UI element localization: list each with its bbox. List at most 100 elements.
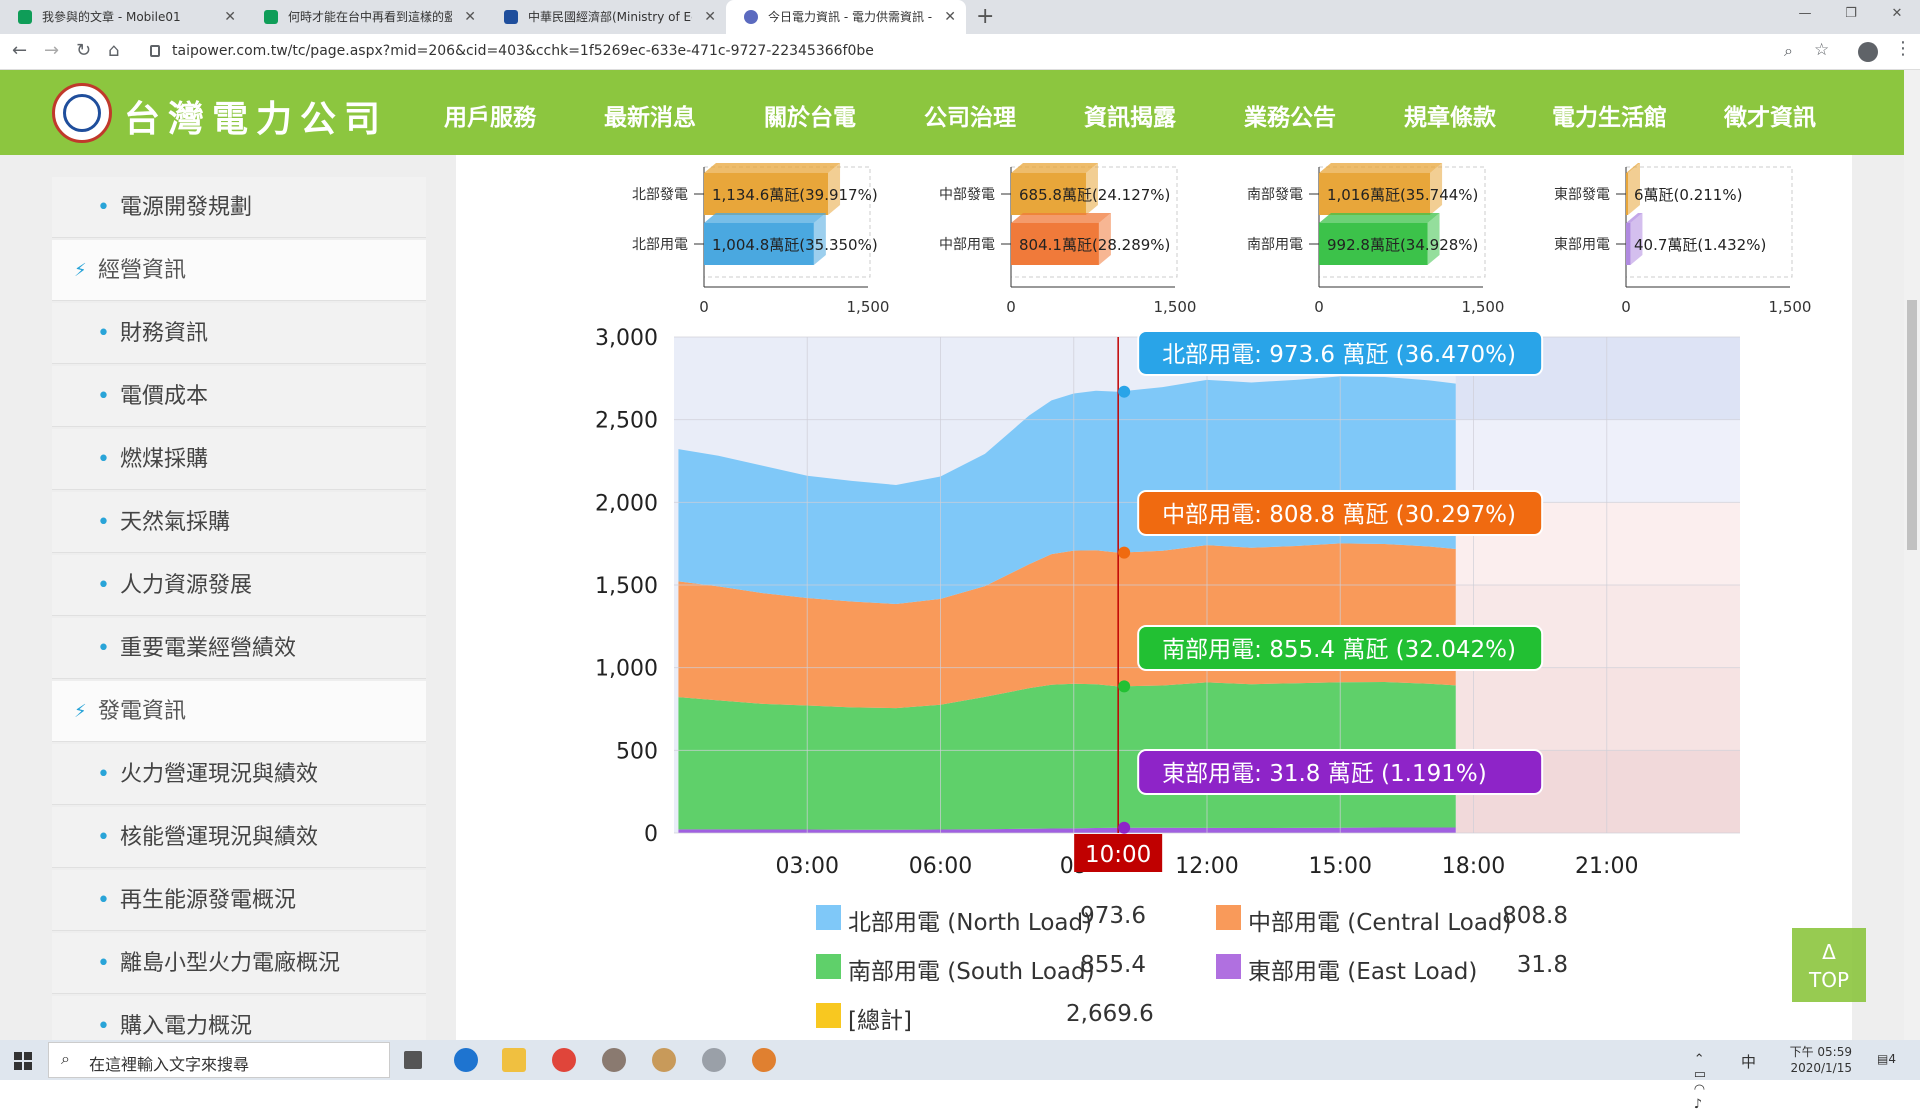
bar-category-label: 中部用電 <box>939 237 995 253</box>
tooltip-dot <box>1118 385 1131 398</box>
bar-data-label: 992.8萬瓩(34.928%) <box>1327 236 1478 254</box>
bar-category-label: 南部用電 <box>1247 237 1303 253</box>
bar-3d-top <box>1011 213 1111 223</box>
back-to-top-button[interactable]: Δ TOP <box>1792 928 1866 1002</box>
sidebar-item-label: 發電資訊 <box>98 699 187 724</box>
sidebar-item-gas[interactable]: 天然氣採購 <box>52 492 426 553</box>
nav-customer-service[interactable]: 用戶服務 <box>444 105 536 131</box>
legend-item-north[interactable]: 北部用電 (North Load) 973.6 <box>816 903 1216 936</box>
close-icon[interactable]: ✕ <box>464 9 476 25</box>
app-icon[interactable] <box>602 1048 626 1072</box>
zoom-icon[interactable]: ⌕ <box>1784 41 1793 60</box>
sidebar-item-tariff-cost[interactable]: 電價成本 <box>52 366 426 427</box>
bar-3d-top <box>1011 163 1098 173</box>
logo-text[interactable]: 台灣電力公司 <box>124 98 389 140</box>
sidebar-category-business[interactable]: ⚡ 經營資訊 <box>52 240 426 301</box>
window-controls: — ❐ ✕ <box>1782 0 1920 30</box>
nav-governance[interactable]: 公司治理 <box>924 105 1016 131</box>
legend-value: 855.4 <box>1080 952 1146 978</box>
legend-item-east[interactable]: 東部用電 (East Load) 31.8 <box>1216 952 1616 985</box>
sidebar-item-power-development[interactable]: 電源開發規劃 <box>52 177 426 238</box>
close-window-button[interactable]: ✕ <box>1891 6 1903 21</box>
nav-news[interactable]: 最新消息 <box>604 105 696 131</box>
sidebar-item-performance[interactable]: 重要電業經營績效 <box>52 618 426 679</box>
sidebar-item-nuclear[interactable]: 核能營運現況與績效 <box>52 807 426 868</box>
url-field[interactable]: taipower.com.tw/tc/page.aspx?mid=206&cid… <box>172 43 874 59</box>
sidebar-category-generation[interactable]: ⚡ 發電資訊 <box>52 681 426 742</box>
browser-tab[interactable]: 何時才能在台中再看到這樣的藍天 ✕ <box>246 0 486 34</box>
back-icon[interactable]: ← <box>12 40 28 61</box>
clock[interactable]: 下午 05:59 2020/1/15 <box>1790 1044 1852 1076</box>
x-tick-label: 12:00 <box>1175 854 1238 879</box>
close-icon[interactable]: ✕ <box>224 9 236 25</box>
browser-tab-active[interactable]: 今日電力資訊 - 電力供需資訊 - 台 ✕ <box>726 0 966 34</box>
bar-tick-label: 1,500 <box>847 298 890 316</box>
tooltip-box <box>1137 490 1544 536</box>
sidebar-item-hr[interactable]: 人力資源發展 <box>52 555 426 616</box>
menu-icon[interactable]: ⋮ <box>1894 38 1912 59</box>
minimize-button[interactable]: — <box>1798 6 1812 21</box>
notification-icon[interactable]: ▤4 <box>1877 1052 1896 1066</box>
chrome-icon[interactable] <box>552 1048 576 1072</box>
sidebar: 電源開發規劃 ⚡ 經營資訊 財務資訊 電價成本 燃煤採購 天然氣採購 人力資源發展… <box>52 155 426 1040</box>
x-tick-label: 21:00 <box>1575 854 1638 879</box>
tray-icons[interactable]: ⌃ ▭ ◠ ♪ <box>1693 1052 1707 1112</box>
nav-disclosure[interactable]: 資訊揭露 <box>1084 105 1176 131</box>
profile-icon[interactable] <box>1858 42 1878 62</box>
page-scrollbar[interactable] <box>1904 70 1920 1040</box>
bar-tick-label: 0 <box>1314 298 1324 316</box>
moea-icon <box>504 10 518 24</box>
bar-chart-frame <box>1625 166 1793 278</box>
tooltip-box <box>1137 625 1544 671</box>
home-icon[interactable]: ⌂ <box>108 40 120 61</box>
browser-tab[interactable]: 中華民國經濟部(Ministry of Eco ✕ <box>486 0 726 34</box>
edge-icon[interactable] <box>454 1048 478 1072</box>
nav-announcements[interactable]: 業務公告 <box>1244 105 1336 131</box>
area-series <box>678 376 1456 605</box>
sidebar-item-finance[interactable]: 財務資訊 <box>52 303 426 364</box>
task-view-icon[interactable] <box>404 1051 422 1069</box>
maximize-button[interactable]: ❐ <box>1845 6 1857 21</box>
nav-careers[interactable]: 徵才資訊 <box>1724 105 1816 131</box>
app-icon[interactable] <box>652 1048 676 1072</box>
browser-tab[interactable]: 我參與的文章 - Mobile01 ✕ <box>0 0 246 34</box>
taipower-logo[interactable] <box>52 83 112 143</box>
legend-item-central[interactable]: 中部用電 (Central Load) 808.8 <box>1216 903 1616 936</box>
nav-electricity-life[interactable]: 電力生活館 <box>1552 105 1667 131</box>
scrollbar-thumb[interactable] <box>1907 300 1917 550</box>
legend-label: 東部用電 (East Load) <box>1248 959 1478 985</box>
legend-swatch <box>816 1003 841 1028</box>
legend-item-south[interactable]: 南部用電 (South Load) 855.4 <box>816 952 1216 985</box>
bar-tick-label: 0 <box>699 298 709 316</box>
sidebar-item-renewable[interactable]: 再生能源發電概況 <box>52 870 426 931</box>
legend-label: 南部用電 (South Load) <box>848 959 1095 985</box>
blender-icon[interactable] <box>752 1048 776 1072</box>
cursor-time-box <box>1074 834 1163 872</box>
new-tab-button[interactable]: + <box>976 4 995 29</box>
reload-icon[interactable]: ↻ <box>76 40 92 61</box>
tooltip-box <box>1137 330 1544 376</box>
windows-start-icon[interactable] <box>14 1052 32 1070</box>
close-icon[interactable]: ✕ <box>704 9 716 25</box>
nav-regulations[interactable]: 規章條款 <box>1404 105 1496 131</box>
close-icon[interactable]: ✕ <box>944 9 956 25</box>
forward-icon[interactable]: → <box>44 40 60 61</box>
sidebar-item-coal[interactable]: 燃煤採購 <box>52 429 426 490</box>
bookmark-star-icon[interactable]: ☆ <box>1814 40 1830 60</box>
nav-about[interactable]: 關於台電 <box>764 105 856 131</box>
bar-3d-side <box>1630 213 1643 265</box>
sidebar-item-islands[interactable]: 離島小型火力電廠概況 <box>52 933 426 994</box>
lock-icon[interactable] <box>150 45 160 57</box>
app-icon[interactable] <box>702 1048 726 1072</box>
legend-value: 31.8 <box>1516 952 1568 978</box>
ime-indicator[interactable]: 中 <box>1740 1053 1756 1071</box>
sidebar-item-purchased[interactable]: 購入電力概況 <box>52 996 426 1040</box>
tooltip-dot <box>1118 680 1131 693</box>
file-explorer-icon[interactable] <box>502 1048 526 1072</box>
taskbar-search-input[interactable]: ⌕ 在這裡輸入文字來搜尋 <box>48 1042 390 1078</box>
bar-category-label: 北部發電 <box>632 187 688 203</box>
sidebar-item-thermal[interactable]: 火力營運現況與績效 <box>52 744 426 805</box>
legend-item-total[interactable]: [總計] 2,669.6 <box>816 1001 1216 1034</box>
bar-category-label: 東部發電 <box>1554 187 1610 203</box>
